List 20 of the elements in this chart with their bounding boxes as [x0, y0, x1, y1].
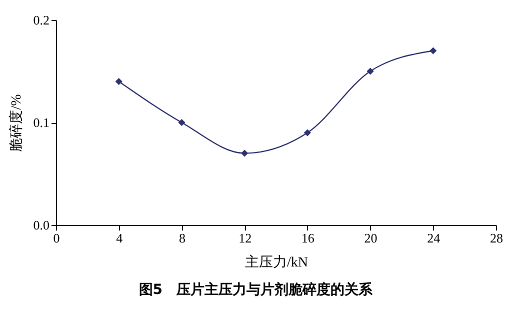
point	[241, 150, 248, 157]
text: 图5 压片主压力与片剂脆碎度的关系	[138, 281, 374, 298]
x-tick-label: 8	[178, 230, 186, 246]
point	[366, 68, 374, 75]
point	[304, 129, 311, 136]
x-tick-label: 24	[427, 230, 441, 246]
point	[115, 78, 122, 86]
x-tick-label: 20	[364, 230, 378, 246]
x-tick-label: 12	[238, 230, 252, 246]
x-tick-label: 28	[490, 230, 503, 246]
y-tick-label: 0.1	[33, 115, 50, 130]
y-tick-label: 0.2	[33, 12, 50, 28]
x-tick-label: 0	[53, 230, 60, 246]
point	[430, 47, 437, 54]
y-tick-label: 0.0	[33, 218, 50, 232]
y-axis-title: 脆碎度/%	[8, 94, 24, 152]
x-tick-label: 16	[301, 230, 315, 246]
x-tick-label: 4	[116, 230, 124, 246]
point	[178, 118, 186, 126]
x-axis-title: 主压力/kN	[245, 254, 308, 270]
